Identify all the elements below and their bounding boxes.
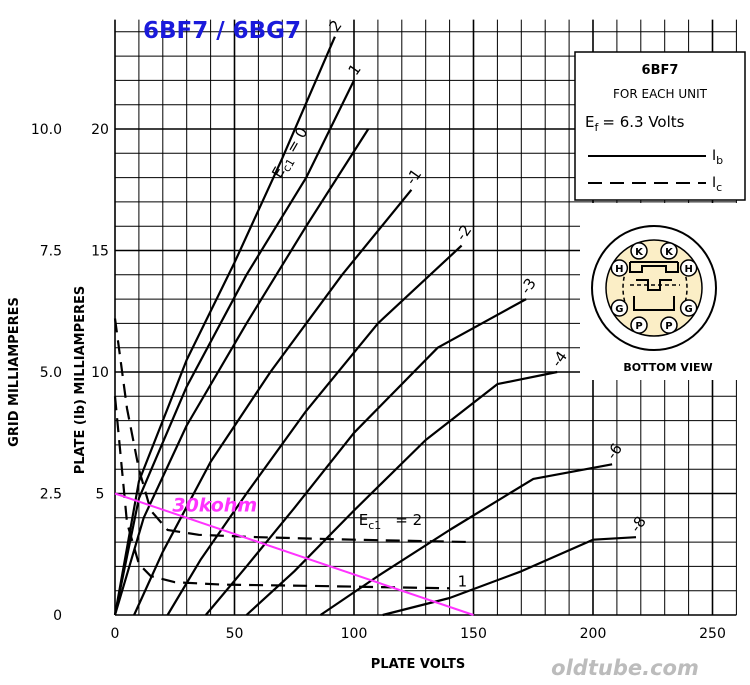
basing-diagram: K KH HG GP P BOTTOM VIEW bbox=[580, 203, 745, 380]
chart-title: 6BF7 / 6BG7 bbox=[143, 18, 301, 44]
y2-tick-label: 5.0 bbox=[40, 365, 62, 381]
load-line-label: 30kohm bbox=[172, 495, 257, 517]
y-tick-label: 5 bbox=[96, 487, 105, 503]
x-tick-label: 150 bbox=[460, 626, 487, 642]
pin-circle bbox=[610, 299, 629, 317]
plate-curve-minus-6 bbox=[319, 463, 613, 616]
y2-axis-label: GRID MILLIAMPERES bbox=[7, 297, 22, 447]
pin-circle bbox=[660, 316, 678, 334]
plate-curve-minus-3 bbox=[204, 298, 527, 616]
pin-circle bbox=[679, 259, 698, 277]
x-tick-label: 250 bbox=[699, 626, 726, 642]
plate-curve-2 bbox=[113, 36, 336, 616]
load-line bbox=[114, 492, 474, 616]
x-tick-label: 200 bbox=[580, 626, 607, 642]
x-axis-label: PLATE VOLTS bbox=[371, 657, 465, 672]
axis-labels: PLATE VOLTS PLATE (Ib) MILLIAMPERES GRID… bbox=[7, 286, 465, 672]
pin-label: G bbox=[615, 304, 623, 315]
pin-label: H bbox=[615, 264, 623, 275]
pin-label: P bbox=[665, 321, 672, 332]
watermark: oldtube.com bbox=[551, 656, 699, 680]
y-tick-label: 20 bbox=[91, 122, 109, 138]
legend-frame bbox=[574, 51, 746, 201]
y2-tick-label: 2.5 bbox=[40, 487, 62, 503]
legend-plate-current: Ib bbox=[712, 148, 723, 167]
plate-curve-0 bbox=[113, 128, 370, 616]
curve-layer bbox=[113, 36, 637, 617]
pin-label: K bbox=[635, 247, 644, 258]
legend-unit-note: FOR EACH UNIT bbox=[613, 87, 708, 101]
y-axis-label: PLATE (Ib) MILLIAMPERES bbox=[73, 286, 88, 475]
pin-label: G bbox=[685, 304, 693, 315]
plate-curve-minus-4 bbox=[245, 370, 558, 616]
y2-tick-label: 0 bbox=[53, 608, 62, 624]
plate-curve-minus-1 bbox=[133, 189, 413, 616]
grid-current-curve-2 bbox=[113, 318, 474, 544]
y-tick-label: 15 bbox=[91, 244, 109, 260]
tube-elements-icon bbox=[629, 261, 679, 311]
y2-tick-label: 7.5 bbox=[40, 244, 62, 260]
pin-circle bbox=[630, 316, 648, 334]
legend-heater: Ef = 6.3 Volts bbox=[585, 113, 685, 134]
pin-circle bbox=[660, 242, 678, 260]
plate-curve-1 bbox=[113, 79, 355, 616]
legend-tube-name: 6BF7 bbox=[642, 63, 679, 78]
legend-grid-current: Ic bbox=[712, 175, 722, 194]
socket-base bbox=[605, 239, 703, 337]
legend-box: 6BF7 FOR EACH UNIT Ef = 6.3 Volts Ib Ic bbox=[574, 51, 746, 201]
x-tick-label: 50 bbox=[226, 626, 244, 642]
grid-curve-label: Ec1 = 2 bbox=[359, 511, 422, 532]
y2-tick-label: 10.0 bbox=[31, 122, 62, 138]
pin-group: K KH HG GP P bbox=[610, 242, 698, 334]
pin-circle bbox=[610, 259, 629, 277]
pin-label: K bbox=[665, 247, 674, 258]
pin-circle bbox=[679, 299, 698, 317]
pin-label: P bbox=[635, 321, 642, 332]
grid-curve-label: 1 bbox=[458, 572, 468, 590]
grid-current-curve-1 bbox=[113, 396, 450, 590]
plate-curve-minus-8 bbox=[382, 536, 637, 617]
plate-curve-minus-2 bbox=[166, 244, 463, 616]
x-tick-label: 0 bbox=[111, 626, 120, 642]
grid-layer bbox=[114, 19, 737, 616]
x-tick-label: 100 bbox=[341, 626, 368, 642]
basing-caption: BOTTOM VIEW bbox=[623, 361, 712, 374]
y-tick-label: 10 bbox=[91, 365, 109, 381]
pin-label: H bbox=[684, 264, 692, 275]
socket-outer-ring bbox=[591, 225, 717, 351]
pin-circle bbox=[630, 242, 648, 260]
